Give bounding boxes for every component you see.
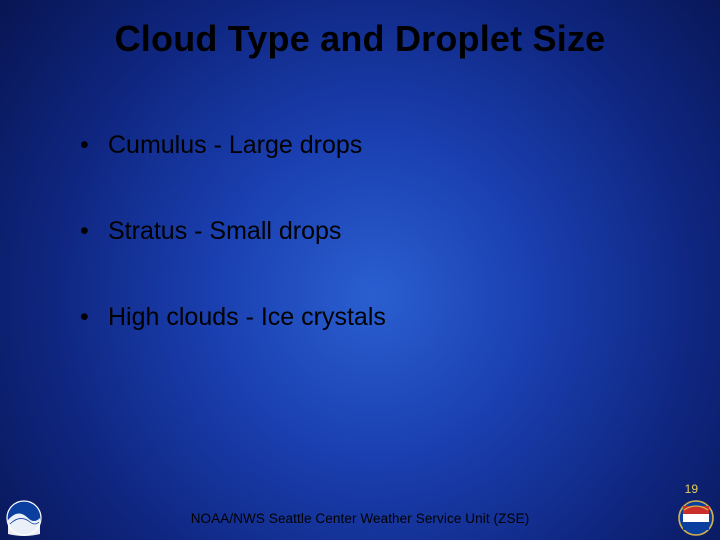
bullet-marker: •	[80, 216, 108, 246]
nws-logo-icon	[678, 500, 714, 536]
bullet-marker: •	[80, 302, 108, 332]
slide: Cloud Type and Droplet Size • Cumulus - …	[0, 0, 720, 540]
bullet-marker: •	[80, 130, 108, 160]
footer-text: NOAA/NWS Seattle Center Weather Service …	[0, 511, 720, 526]
page-number: 19	[685, 482, 698, 496]
slide-title: Cloud Type and Droplet Size	[0, 18, 720, 60]
bullet-list: • Cumulus - Large drops • Stratus - Smal…	[80, 130, 640, 388]
bullet-item: • Cumulus - Large drops	[80, 130, 640, 160]
bullet-item: • High clouds - Ice crystals	[80, 302, 640, 332]
bullet-text: High clouds - Ice crystals	[108, 302, 386, 332]
bullet-text: Cumulus - Large drops	[108, 130, 362, 160]
noaa-logo-icon	[6, 500, 42, 536]
bullet-item: • Stratus - Small drops	[80, 216, 640, 246]
bullet-text: Stratus - Small drops	[108, 216, 341, 246]
